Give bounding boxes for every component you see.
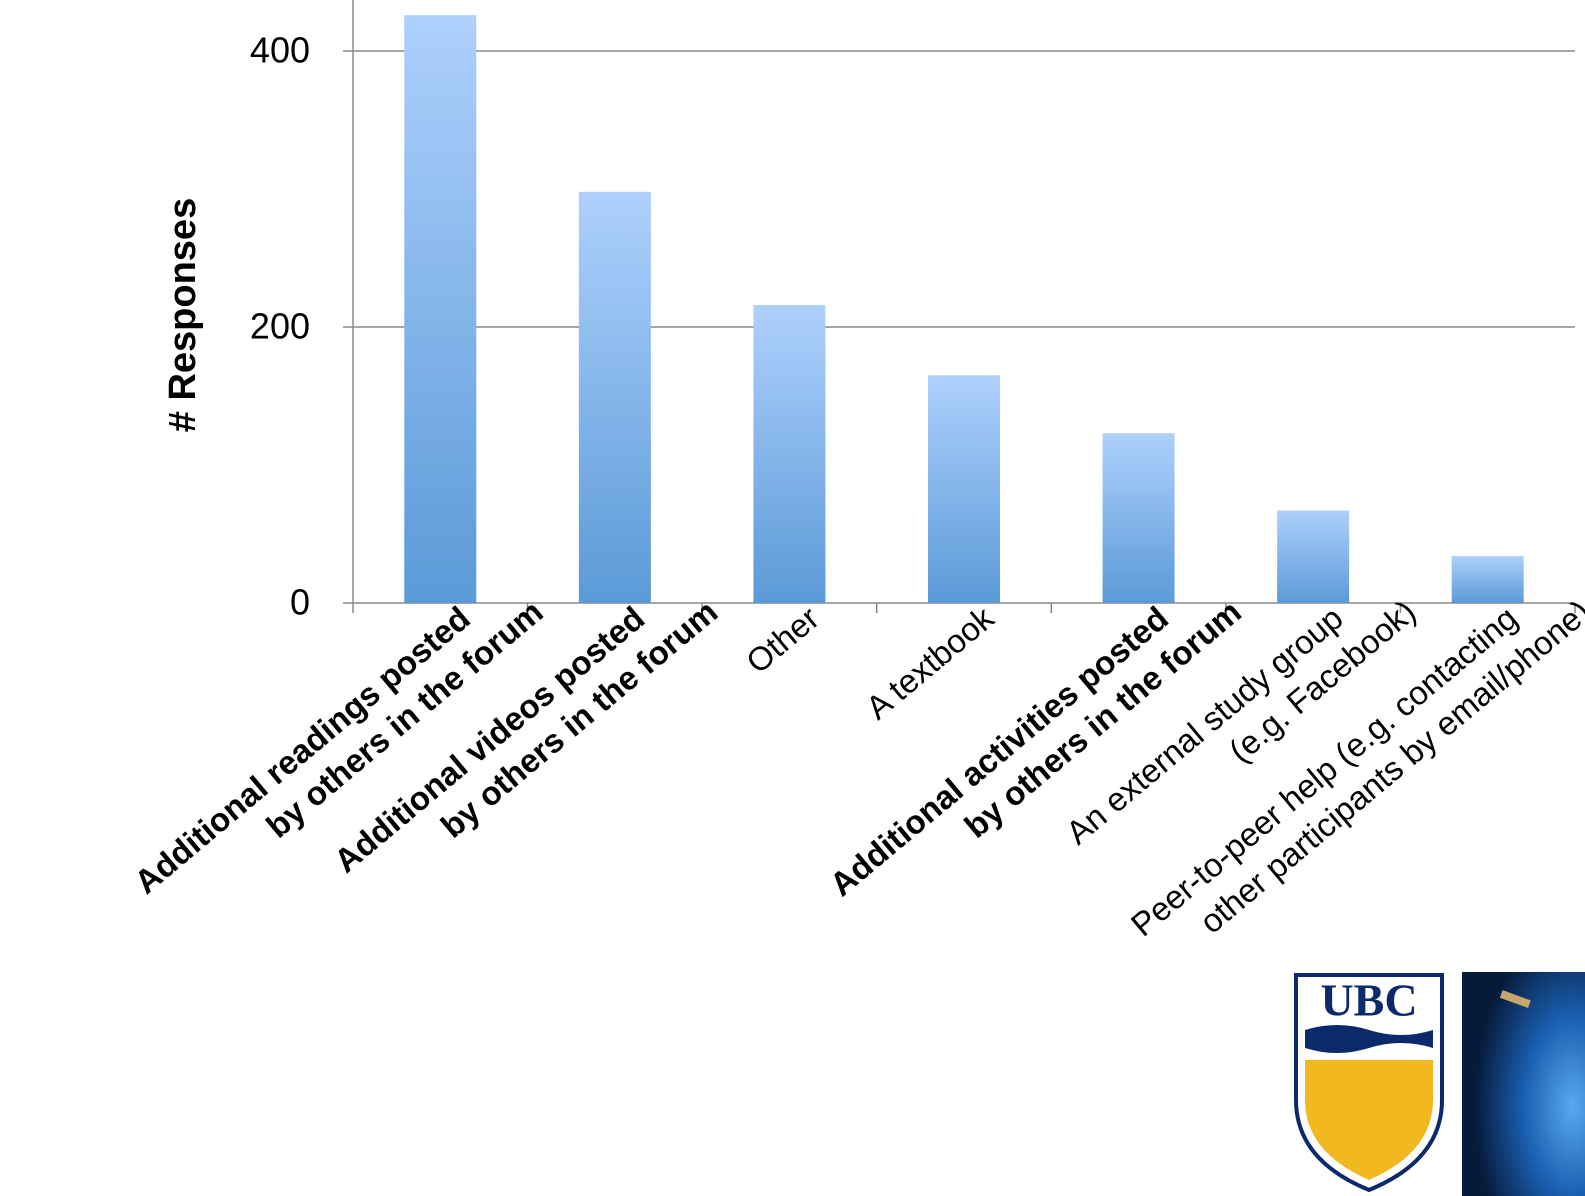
bar [404,15,477,604]
ubc-sun [1305,1060,1433,1180]
bar [928,375,1000,603]
y-tick-label: 400 [250,30,310,71]
y-axis-label: # Responses [162,198,204,432]
bar [578,191,651,604]
x-tick-label-line: Other [739,599,826,680]
bar [753,304,826,603]
satellite [1499,990,1531,1008]
x-tick-label: Other [739,599,826,680]
y-tick-label: 0 [290,582,310,623]
y-tick-label: 200 [250,306,310,347]
ubc-text: UBC [1320,975,1417,1026]
bar [1102,433,1175,603]
x-tick-label-line: Additional readings posted [127,599,477,901]
ubc-waves [1305,1025,1433,1053]
satellite-image [1462,972,1585,1196]
logos: UBC [1294,972,1585,1196]
x-tick-label-line: Additional activities posted [823,599,1175,903]
bar [1277,510,1350,603]
x-tick-label-line: by others in the forum [434,593,725,845]
x-tick-label: A textbook [859,599,1001,727]
x-tick-label-line: A textbook [859,599,1001,727]
bar [1451,556,1524,603]
